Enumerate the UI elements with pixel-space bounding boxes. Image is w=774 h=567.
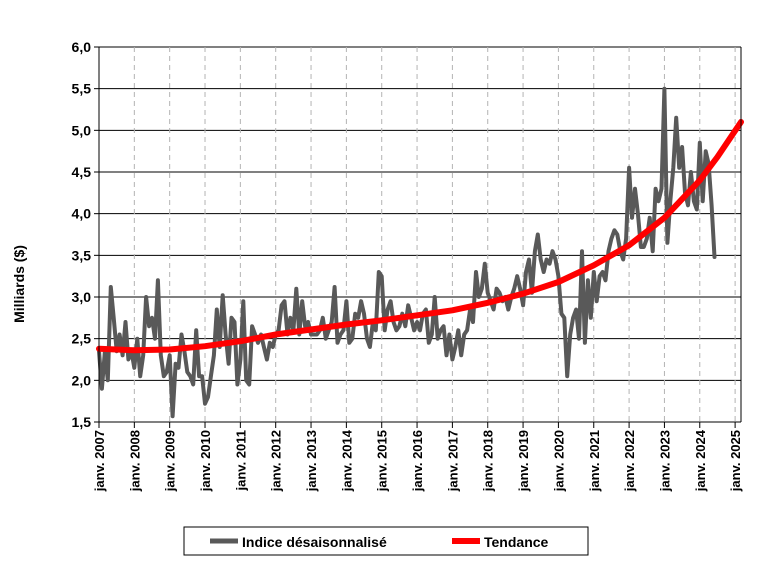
y-tick-label: 6,0	[72, 39, 92, 55]
x-tick-label: janv. 2012	[269, 430, 284, 492]
x-tick-label: janv. 2015	[375, 430, 390, 492]
series-line-tendance	[96, 119, 744, 354]
x-tick-label: janv. 2019	[516, 430, 531, 492]
x-tick-label: janv. 2013	[304, 430, 319, 492]
legend-box	[183, 526, 589, 556]
y-tick-label: 4,5	[72, 164, 92, 180]
legend: Indice désaisonnalisé Tendance	[183, 526, 589, 556]
y-tick-label: 3,5	[72, 247, 92, 263]
legend-label-tendance: Tendance	[484, 534, 549, 550]
x-tick-label: janv. 2016	[410, 430, 425, 492]
grid	[99, 46, 741, 423]
x-tick-label: janv. 2020	[551, 430, 566, 492]
x-tick-label: janv. 2022	[622, 430, 637, 492]
y-tick-label: 2,5	[72, 331, 92, 347]
x-tick-label: janv. 2017	[445, 430, 460, 492]
x-tick-label: janv. 2014	[339, 429, 354, 492]
x-tick-label: janv. 2018	[481, 430, 496, 492]
x-tick-label: janv. 2008	[127, 430, 142, 492]
x-tick-label: janv. 2025	[728, 430, 743, 492]
y-tick-label: 3,0	[72, 289, 92, 305]
y-tick-label: 4,0	[72, 206, 92, 222]
y-tick-label: 5,5	[72, 81, 92, 97]
axes: 1,5 2,0 2,5 3,0 3,5 4,0 4,5 5,0 5,5 6,0 janv. 2007…	[72, 39, 744, 492]
series-layer	[96, 86, 744, 419]
y-tick-label: 5,0	[72, 122, 92, 138]
y-tick-label: 2,0	[72, 372, 92, 388]
x-tick-label: janv. 2009	[163, 430, 178, 492]
x-tick-label: janv. 2023	[657, 430, 672, 492]
x-tick-label: janv. 2021	[587, 430, 602, 492]
legend-label-indice: Indice désaisonnalisé	[242, 534, 387, 550]
x-tick-label: janv. 2024	[693, 429, 708, 492]
y-axis-title: Milliards ($)	[11, 245, 27, 323]
x-tick-label: janv. 2007	[92, 430, 107, 492]
x-tick-label: janv. 2010	[198, 430, 213, 492]
x-tick-label: janv. 2011	[233, 430, 248, 491]
y-tick-label: 1,5	[72, 414, 92, 430]
